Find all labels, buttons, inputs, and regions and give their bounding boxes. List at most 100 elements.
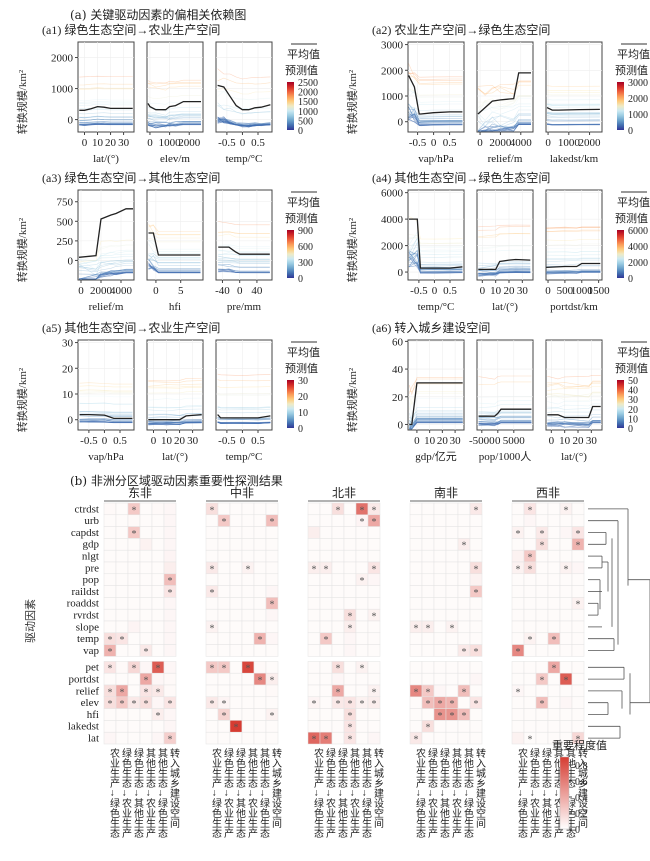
heatmap-cell [218,685,230,697]
x-tick-label: -0.5 [80,435,98,447]
heatmap-cell [254,661,266,673]
heatmap-cell [104,621,116,633]
heatmap-cell [410,633,422,645]
heatmap-cell [242,697,254,709]
column-label: 绿色生态→其他生态 [540,747,552,838]
heatmap-cell [266,720,278,732]
mean-legend-label: 平均值 [617,196,650,209]
heatmap-region-3: 北非***************************农业生产→绿色生态绿色… [308,486,384,839]
heatmap-cell [434,503,446,515]
heatmap-cell [512,538,524,550]
heatmap-cell [128,609,140,621]
heatmap-cell [410,538,422,550]
column-label: 农业生产→绿色生态 [312,747,324,838]
column-label: 转入城乡建设空间 [270,747,282,829]
heatmap-cell [242,720,254,732]
y-axis-label: 转换规模/km² [345,217,359,282]
heatmap-cell [104,550,116,562]
x-axis-label: vap/hPa [418,153,454,165]
heatmap-cell [230,709,242,721]
heatmap-cell [266,538,278,550]
heatmap-cell [242,609,254,621]
significance-star: * [324,735,329,746]
heatmap-cell [524,621,536,633]
heatmap-cell [548,538,560,550]
heatmap-cell [368,538,380,550]
heatmap-cell [434,645,446,657]
y-tick-label: 2000 [51,53,74,65]
heatmap-cell [356,709,368,721]
heatmap-cell [116,538,128,550]
heatmap-cell [128,633,140,645]
colorbar [287,82,294,130]
heatmap-cell [140,503,152,515]
heatmap-cell [230,538,242,550]
heatmap-cell [422,527,434,539]
y-tick-label: 3000 [381,40,404,52]
heatmap-cell [572,633,584,645]
heatmap-cell [434,562,446,574]
column-label: 绿色生态→其他生态 [336,747,348,838]
heatmap-cell [332,645,344,657]
heatmap-cell [320,720,332,732]
heatmap-cell [446,527,458,539]
heatmap-cell [434,538,446,550]
heatmap-cell [572,673,584,685]
heatmap-cell [368,597,380,609]
heatmap-cell [230,574,242,586]
heatmap-cell [152,550,164,562]
heatmap-cell [104,597,116,609]
heatmap-cell [512,609,524,621]
heatmap-cell [434,550,446,562]
x-tick-label: -0.5 [218,137,236,149]
heatmap-cell [470,685,482,697]
heatmap-cell [140,538,152,550]
heatmap-cell [422,503,434,515]
y-axis-label: 转换规模/km² [15,367,29,432]
heatmap-cell [254,697,266,709]
heatmap-cell [458,515,470,527]
y-tick-label: 20 [62,363,74,375]
heatmap-cell [230,621,242,633]
region-title: 中非 [230,485,254,500]
heatmap-cell [368,586,380,598]
heatmap-cell [218,503,230,515]
heatmap-cell [572,661,584,673]
column-label: 其他生态→绿色生态 [258,748,270,838]
colorbar-tick-label: 2500 [298,78,318,89]
heatmap-cell [308,709,320,721]
colorbar-tick-label: 0 [628,274,633,285]
x-tick-label: 30 [118,137,130,149]
heatmap-cell [368,720,380,732]
heatmap-cell [446,562,458,574]
heatmap-cell [344,633,356,645]
heatmap-cell [434,597,446,609]
heatmap-cell [422,550,434,562]
heatmap-cell [320,527,332,539]
heatmap-cell [116,645,128,657]
heatmap-cell [572,574,584,586]
heatmap-cell [524,685,536,697]
row-label-lakedst: lakedst [68,721,99,733]
heatmap-cell [422,574,434,586]
heatmap-cell [164,503,176,515]
heatmap-cell [308,609,320,621]
heatmap-y-label: 驱动因素 [24,599,37,643]
heatmap-cell [254,597,266,609]
heatmap-cell [524,609,536,621]
heatmap-cell [344,586,356,598]
heatmap-cell [548,621,560,633]
row-label-portdst: portdst [68,674,99,686]
heatmap-cell [458,720,470,732]
heatmap-cell [308,645,320,657]
colorbar-tick-label: 50 [628,376,638,387]
heatmap-cell [524,597,536,609]
row-label-urb: urb [84,515,99,527]
column-label: 绿色生态→农业生产 [222,747,234,839]
heatmap-cell [410,562,422,574]
